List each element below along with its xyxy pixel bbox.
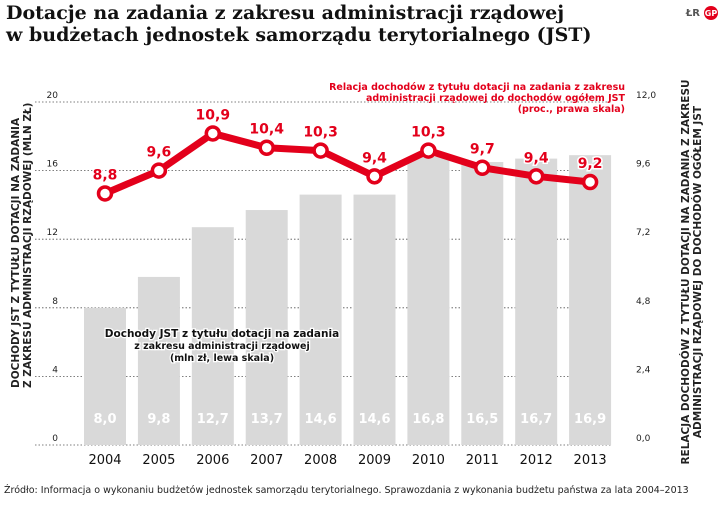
left-tick-label: 4 [52, 365, 58, 375]
line-point [581, 173, 599, 191]
line-point [366, 168, 383, 185]
right-tick-label: 9,6 [636, 160, 651, 170]
right-tick-label: 2,4 [636, 365, 651, 375]
publisher-logo: ŁR GP [686, 6, 718, 20]
left-tick-label: 20 [47, 91, 59, 101]
line-annotation-line: Relacja dochodów z tytułu dotacji na zad… [329, 82, 625, 93]
bar-annotation-line: Dochody JST z tytułu dotacji na zadania [105, 328, 339, 340]
x-tick-label: 2006 [196, 453, 229, 468]
line-value-labels: 8,8 9,6 10,9 10,4 10,3 9,4 10,3 9,7 9,4 9,2 [91, 106, 604, 185]
chart-title: Dotacje na zadania z zakresu administrac… [6, 2, 646, 46]
left-tick-label: 0 [52, 434, 58, 444]
bar-annotation-line: z zakresu administracji rządowej [134, 341, 310, 352]
left-tick-label: 12 [47, 228, 58, 238]
x-tick-label: 2008 [304, 453, 337, 468]
line-value-label: 9,4 [524, 150, 549, 166]
bar [191, 227, 234, 445]
x-tick-label: 2011 [466, 453, 499, 468]
x-tick-label: 2009 [358, 453, 391, 468]
source-note: Źródło: Informacja o wykonaniu budżetów … [4, 485, 689, 496]
x-tick-label: 2007 [250, 453, 283, 468]
bar [353, 194, 396, 445]
chart-title-line-2: w budżetach jednostek samorządu terytori… [6, 24, 592, 46]
right-tick-label: 4,8 [636, 297, 651, 307]
x-tick-label: 2010 [412, 453, 445, 468]
line-value-label: 9,6 [146, 145, 171, 161]
line-value-label: 8,8 [93, 167, 118, 183]
line-point [474, 159, 491, 176]
right-axis-ticks: 0,0 2,4 4,8 7,2 9,6 12,0 [636, 91, 656, 444]
bar [299, 194, 342, 445]
line-value-label: 9,2 [578, 156, 603, 172]
line-value-label: 9,4 [362, 150, 387, 166]
bar-value-labels: 8,0 9,8 12,7 13,7 14,6 14,6 16,8 16,5 16,7 16,9 [93, 412, 606, 427]
line-value-label: 9,7 [470, 142, 495, 158]
line-value-label: 10,9 [196, 107, 231, 123]
bar-value-label: 14,6 [358, 412, 390, 427]
bar-value-label: 16,5 [466, 412, 498, 427]
right-tick-label: 12,0 [636, 91, 656, 101]
line-value-label: 10,3 [411, 125, 446, 141]
left-axis-ticks: 0 4 8 12 16 20 [47, 91, 59, 444]
line-annotation-line: (proc., prawa skala) [518, 104, 625, 115]
bar [569, 155, 612, 446]
bar-value-label: 16,7 [520, 412, 552, 427]
line-point [204, 125, 222, 142]
chart-title-line-1: Dotacje na zadania z zakresu administrac… [6, 2, 565, 24]
x-tick-label: 2004 [88, 453, 121, 468]
logo-text: ŁR [685, 7, 700, 19]
line-point [420, 142, 437, 159]
left-tick-label: 8 [52, 297, 58, 307]
line-point [527, 168, 545, 185]
line-series [96, 125, 599, 202]
right-tick-label: 0,0 [636, 434, 651, 444]
bar-annotation-line: (mln zł, lewa skala) [170, 353, 274, 364]
line-point [312, 142, 329, 159]
x-tick-label: 2005 [142, 453, 175, 468]
bar [137, 276, 180, 445]
bar-value-label: 14,6 [305, 412, 337, 427]
bar [245, 210, 288, 445]
line-annotation-line: administracji rządowej do dochodów ogółe… [366, 93, 626, 104]
line-point [258, 139, 275, 156]
bar-value-label: 16,8 [412, 412, 444, 427]
bar [84, 307, 126, 445]
bar-value-label: 9,8 [147, 412, 170, 427]
bar-value-label: 13,7 [251, 412, 283, 427]
bar-series-annotation: Dochody JST z tytułu dotacji na zadaniaz… [104, 327, 341, 366]
line-point [96, 185, 114, 202]
bar [407, 156, 450, 445]
bar [515, 158, 558, 445]
logo-mark: GP [704, 6, 718, 20]
series-line [101, 129, 594, 197]
right-tick-label: 7,2 [636, 228, 650, 238]
line-value-label: 10,3 [303, 125, 338, 141]
x-axis-ticks: 2004 2005 2006 2007 2008 2009 2010 2011 2012 2013 [88, 453, 606, 468]
left-tick-label: 16 [47, 160, 59, 170]
x-tick-label: 2013 [574, 453, 607, 468]
x-tick-label: 2012 [520, 453, 553, 468]
bar-value-label: 12,7 [197, 412, 229, 427]
bar-series [84, 155, 612, 446]
line-series-annotation: Relacja dochodów z tytułu dotacji na zad… [329, 82, 625, 115]
bar-value-label: 16,9 [574, 412, 606, 427]
bar [461, 162, 504, 445]
bar-value-label: 8,0 [93, 412, 116, 427]
line-point [150, 162, 168, 179]
line-value-label: 10,4 [249, 122, 284, 138]
